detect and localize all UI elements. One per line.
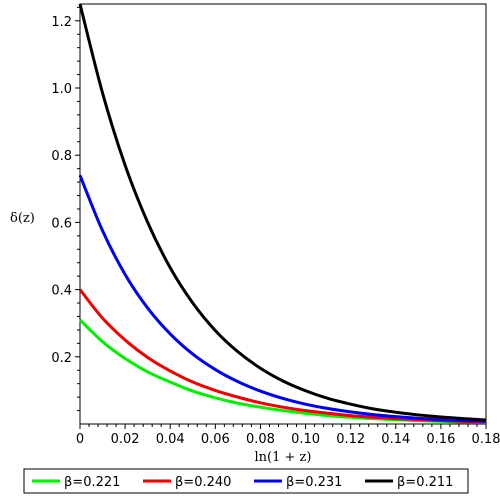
legend-label: β=0.231	[286, 475, 342, 490]
y-tick-label: 0.6	[51, 216, 72, 231]
x-tick-label: 0	[76, 432, 84, 447]
x-tick-label: 0.14	[381, 432, 410, 447]
legend: β=0.221 β=0.240 β=0.231 β=0.211	[23, 468, 469, 494]
x-tick-label: 0.06	[201, 432, 230, 447]
series-line	[78, 3, 487, 422]
x-tick-label: 0.04	[156, 432, 185, 447]
y-tick-label: 1.2	[51, 15, 72, 30]
legend-label: β=0.221	[64, 475, 120, 490]
x-tick-label: 0.12	[336, 432, 365, 447]
legend-label: β=0.240	[175, 475, 231, 490]
y-tick-label: 0.2	[51, 351, 72, 366]
x-tick-label: 0.16	[426, 432, 455, 447]
y-tick-label: 0.4	[51, 284, 72, 299]
legend-label: β=0.211	[397, 475, 453, 490]
x-tick-label: 0.02	[111, 432, 140, 447]
x-tick-label: 0.08	[246, 432, 275, 447]
plot-frame	[79, 3, 487, 425]
x-tick-label: 0.10	[291, 432, 320, 447]
x-axis-label: ln(1 + z)	[255, 450, 312, 465]
legend-box	[23, 468, 469, 494]
ticks-layer: 0 0.02 0.04 0.06 0.08 0.10 0.12 0.14 0.16 0.18 0.2…	[51, 6, 500, 447]
y-axis-label: δ(z)	[10, 211, 35, 226]
series-layer	[78, 3, 487, 424]
series-line	[78, 174, 487, 423]
y-tick-label: 1.0	[51, 82, 72, 97]
plot-border	[79, 3, 487, 425]
x-tick-label: 0.18	[472, 432, 500, 447]
y-tick-label: 0.8	[51, 149, 72, 164]
